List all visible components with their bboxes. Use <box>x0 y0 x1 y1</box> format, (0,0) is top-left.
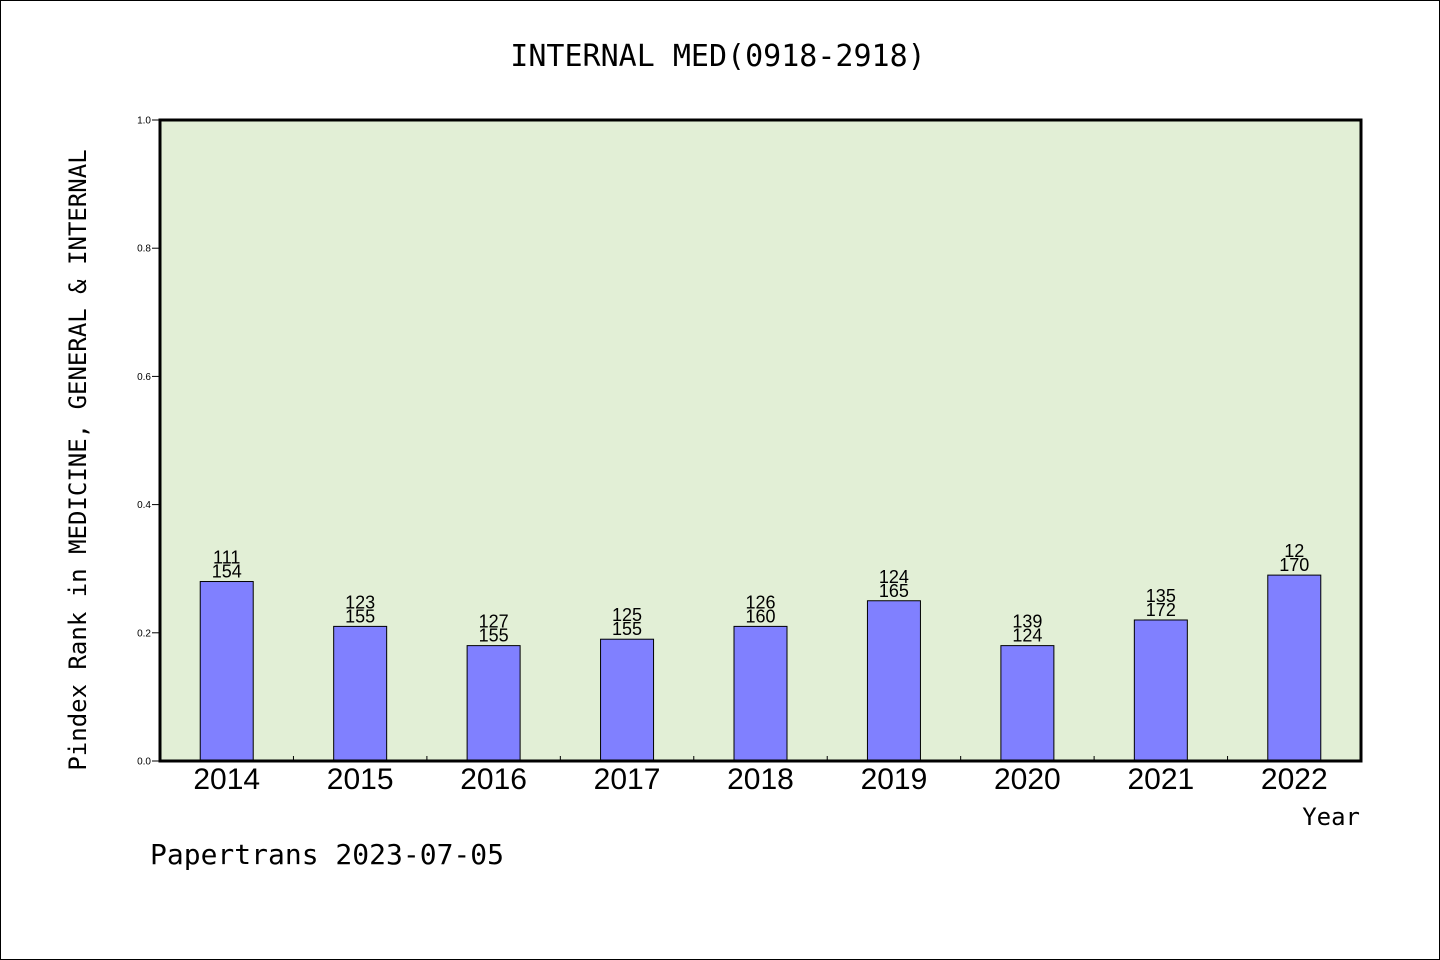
data-label-bottom-2018: 160 <box>745 606 775 626</box>
data-label-bottom-2014: 154 <box>212 562 242 582</box>
data-label-bottom-2016: 155 <box>479 626 509 646</box>
x-tick-label-2016: 2016 <box>460 763 527 796</box>
data-label-top-2019: 124 <box>879 567 909 587</box>
data-label-top-2020: 139 <box>1012 612 1042 632</box>
x-tick-label-2022: 2022 <box>1261 763 1328 796</box>
y-axis-label: Pindex Rank in MEDICINE, GENERAL & INTER… <box>64 149 92 770</box>
bar-2022 <box>1267 574 1322 762</box>
y-tick-label-1.0: 1.0 <box>137 116 151 127</box>
bar-2017 <box>600 638 655 762</box>
data-label-bottom-2017: 155 <box>612 619 642 639</box>
y-tick-label-0.2: 0.2 <box>137 628 151 639</box>
y-tick-label-0.6: 0.6 <box>137 372 151 383</box>
bar-2016 <box>466 645 521 762</box>
data-label-top-2018: 126 <box>745 592 775 612</box>
bar-2021 <box>1133 619 1188 762</box>
x-tick-label-2017: 2017 <box>594 763 661 796</box>
data-label-bottom-2021: 172 <box>1146 600 1176 620</box>
data-label-top-2015: 123 <box>345 592 375 612</box>
data-label-bottom-2019: 165 <box>879 581 909 601</box>
bar-2020 <box>1000 645 1055 762</box>
x-tick-label-2021: 2021 <box>1127 763 1194 796</box>
x-tick-label-2019: 2019 <box>861 763 928 796</box>
data-label-top-2017: 125 <box>612 605 642 625</box>
data-label-top-2016: 127 <box>479 612 509 632</box>
bar-2015 <box>333 625 388 762</box>
bar-2018 <box>733 625 788 762</box>
x-axis-label: Year <box>1302 803 1360 831</box>
x-tick-label-2020: 2020 <box>994 763 1061 796</box>
data-label-top-2021: 135 <box>1146 586 1176 606</box>
x-tick-label-2018: 2018 <box>727 763 794 796</box>
plot-border <box>158 118 1363 763</box>
footer-credit: Papertrans 2023-07-05 <box>150 838 504 871</box>
x-tick-label-2014: 2014 <box>193 763 260 796</box>
data-label-bottom-2015: 155 <box>345 606 375 626</box>
data-label-top-2014: 111 <box>213 548 240 568</box>
y-tick-label-0.0: 0.0 <box>137 757 151 768</box>
y-tick-label-0.8: 0.8 <box>137 244 151 255</box>
x-tick-label-2015: 2015 <box>327 763 394 796</box>
y-tick-label-0.4: 0.4 <box>137 500 151 511</box>
chart-title: INTERNAL MED(0918-2918) <box>510 39 925 74</box>
data-label-bottom-2020: 124 <box>1012 626 1042 646</box>
bar-2014 <box>199 581 254 762</box>
data-label-bottom-2022: 170 <box>1279 555 1309 575</box>
data-label-top-2022: 12 <box>1284 541 1304 561</box>
bar-2019 <box>866 600 921 762</box>
